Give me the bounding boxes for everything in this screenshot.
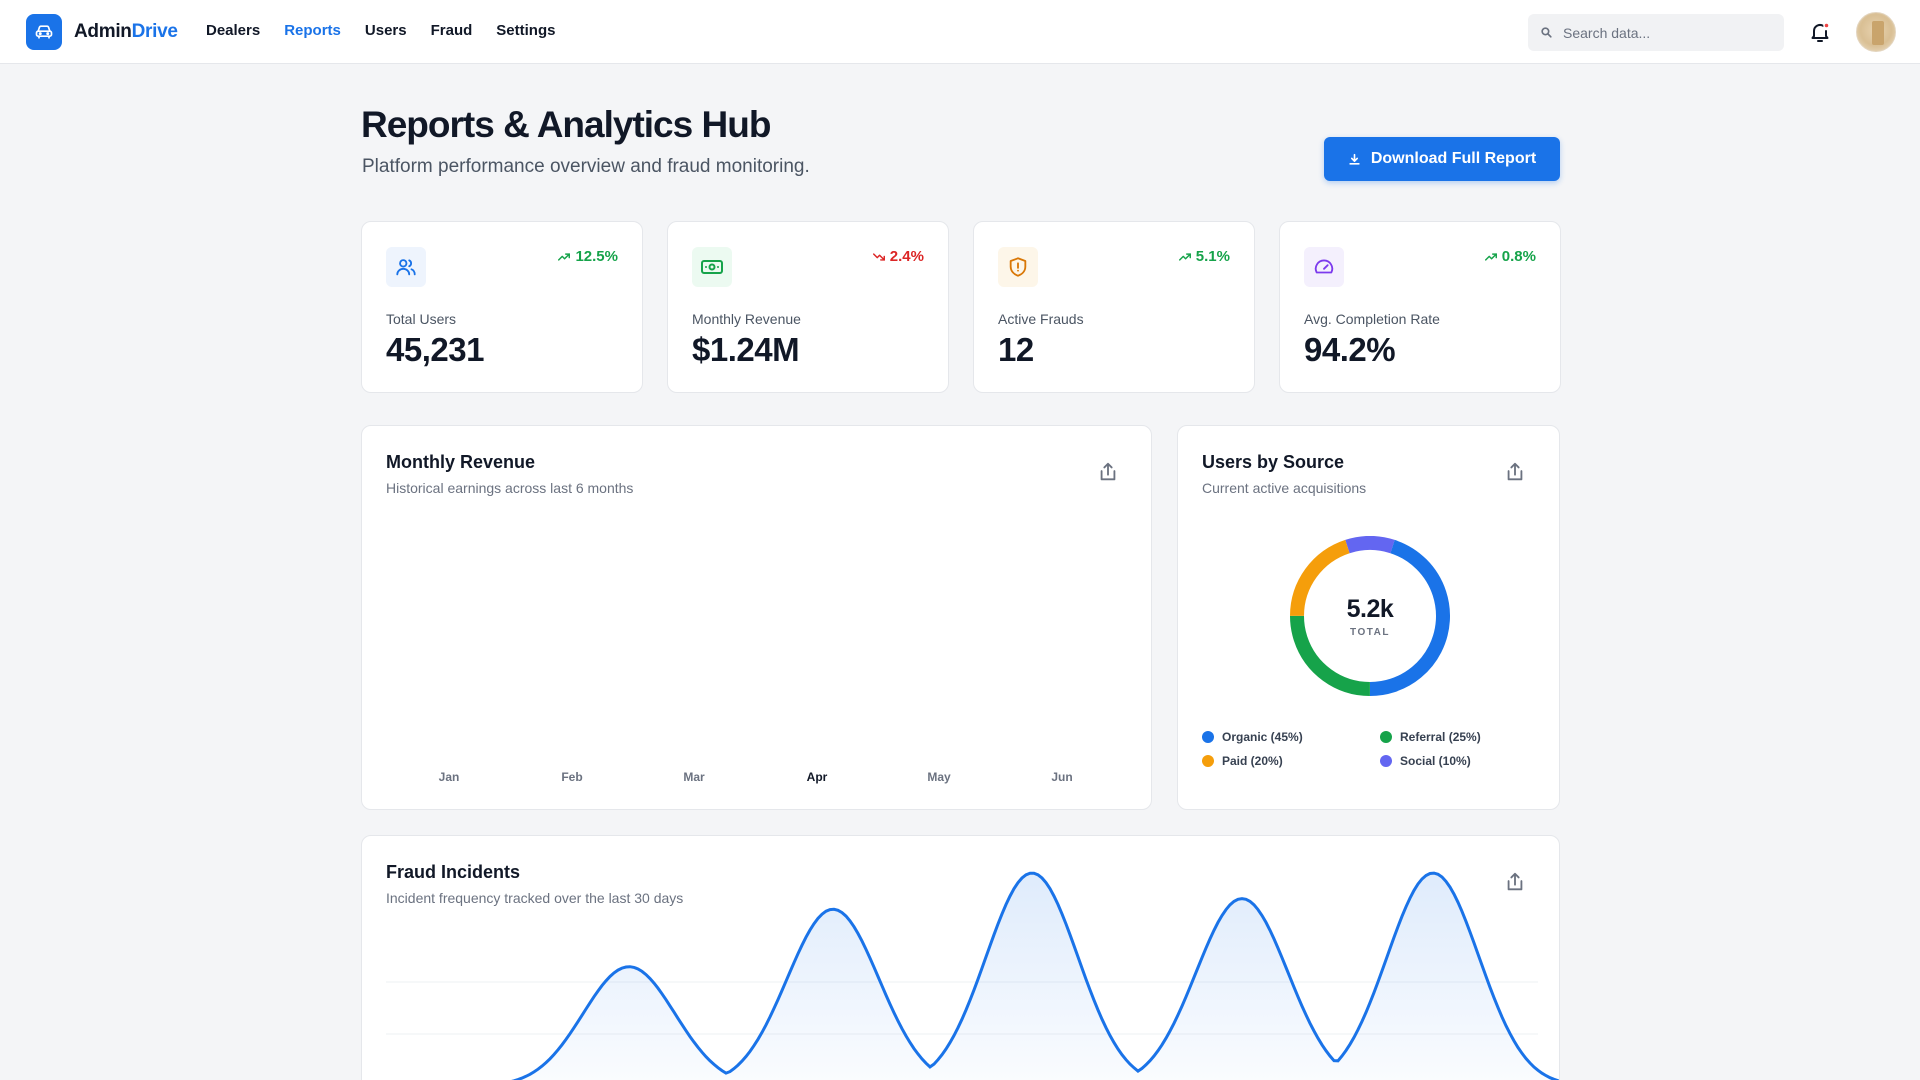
nav-link-reports[interactable]: Reports (284, 22, 341, 39)
panel-title: Fraud Incidents (386, 862, 521, 882)
brand-name: AdminDrive (74, 21, 178, 42)
panel-subtitle: Historical earnings across last 6 months (386, 480, 634, 496)
stat-trend: 12.5% (557, 248, 618, 265)
month-label-active[interactable]: Apr (806, 770, 828, 784)
donut-total: 5.2k (1346, 594, 1394, 623)
trend-up-icon (1178, 252, 1191, 261)
share-icon[interactable] (1097, 460, 1121, 486)
donut-center: 5.2k TOTAL (1290, 536, 1450, 696)
stat-label: Total Users (386, 311, 457, 327)
gauge-icon (1304, 247, 1344, 287)
nav-link-settings[interactable]: Settings (496, 22, 556, 39)
month-label: Jan (438, 770, 460, 784)
legend-item-paid: Paid (20%) (1202, 754, 1283, 768)
download-report-label: Download Full Report (1370, 150, 1537, 167)
legend-dot (1202, 731, 1214, 743)
donut-slice-organic[interactable] (1290, 536, 1450, 696)
nav-link-users[interactable]: Users (364, 22, 407, 39)
stat-trend: 2.4% (872, 248, 924, 265)
search-input[interactable] (1563, 24, 1763, 41)
car-icon (26, 14, 62, 50)
donut-caption: TOTAL (1350, 626, 1390, 638)
user-avatar[interactable] (1856, 12, 1896, 52)
stat-label: Monthly Revenue (692, 311, 801, 327)
trend-up-icon (1484, 252, 1497, 261)
fraud-incidents-chart (386, 871, 1559, 1080)
nav-links: Dealers Reports Users Fraud Settings (206, 22, 579, 39)
monthly-revenue-panel: Monthly Revenue Historical earnings acro… (361, 425, 1152, 810)
stat-label: Active Frauds (998, 311, 1084, 327)
month-label: Jun (1051, 770, 1073, 784)
panel-title: Monthly Revenue (386, 452, 536, 472)
search-icon (1541, 27, 1552, 38)
download-report-button[interactable]: Download Full Report (1324, 137, 1560, 181)
fraud-series-line (511, 871, 1559, 1080)
stat-card-active-frauds[interactable]: 5.1% Active Frauds 12 (973, 221, 1255, 393)
donut-chart (1290, 536, 1450, 696)
month-label: Mar (683, 770, 705, 784)
legend-dot (1380, 731, 1392, 743)
users-icon (386, 247, 426, 287)
stat-trend: 0.8% (1484, 248, 1536, 265)
users-by-source-donut: 5.2k TOTAL (1290, 536, 1450, 696)
panel-subtitle: Incident frequency tracked over the last… (386, 890, 684, 906)
nav-link-dealers[interactable]: Dealers (206, 22, 261, 39)
fraud-incidents-panel: Fraud Incidents Incident frequency track… (361, 835, 1560, 1080)
legend-item-organic: Organic (45%) (1202, 730, 1303, 744)
panel-subtitle: Current active acquisitions (1202, 480, 1367, 496)
stat-value: $1.24M (692, 331, 800, 368)
users-by-source-panel: Users by Source Current active acquisiti… (1177, 425, 1560, 810)
stat-value: 12 (998, 331, 1034, 368)
stat-trend: 5.1% (1178, 248, 1230, 265)
download-icon (1349, 153, 1360, 165)
shield-alert-icon (998, 247, 1038, 287)
nav-link-fraud[interactable]: Fraud (430, 22, 473, 39)
share-icon[interactable] (1504, 460, 1528, 486)
legend-item-referral: Referral (25%) (1380, 730, 1481, 744)
month-axis: Jan Feb Mar Apr May Jun (386, 770, 1126, 790)
fraud-area-fill (516, 873, 1556, 1080)
legend-item-social: Social (10%) (1380, 754, 1471, 768)
stat-value: 94.2% (1304, 331, 1396, 368)
trend-up-icon (558, 252, 571, 261)
stat-label: Avg. Completion Rate (1304, 311, 1440, 327)
month-label: May (927, 770, 951, 784)
stat-card-monthly-revenue[interactable]: 2.4% Monthly Revenue $1.24M (667, 221, 949, 393)
trend-down-icon (872, 252, 885, 261)
share-icon[interactable] (1504, 870, 1528, 896)
page-subtitle: Platform performance overview and fraud … (362, 156, 810, 177)
notification-bell-icon[interactable] (1808, 20, 1832, 44)
panel-title: Users by Source (1202, 452, 1345, 472)
stat-value: 45,231 (386, 331, 484, 368)
donut-slice-referral[interactable] (1290, 536, 1450, 696)
legend-dot (1202, 755, 1214, 767)
brand[interactable]: AdminDrive (26, 14, 178, 50)
legend-dot (1380, 755, 1392, 767)
page-title: Reports & Analytics Hub (361, 104, 771, 145)
stat-card-total-users[interactable]: 12.5% Total Users 45,231 (361, 221, 643, 393)
donut-slice-social[interactable] (1290, 536, 1450, 696)
search-box[interactable] (1528, 14, 1784, 51)
money-icon (692, 247, 732, 287)
stat-card-completion-rate[interactable]: 0.8% Avg. Completion Rate 94.2% (1279, 221, 1561, 393)
top-navbar: AdminDrive Dealers Reports Users Fraud S… (0, 0, 1920, 64)
month-label: Feb (561, 770, 583, 784)
